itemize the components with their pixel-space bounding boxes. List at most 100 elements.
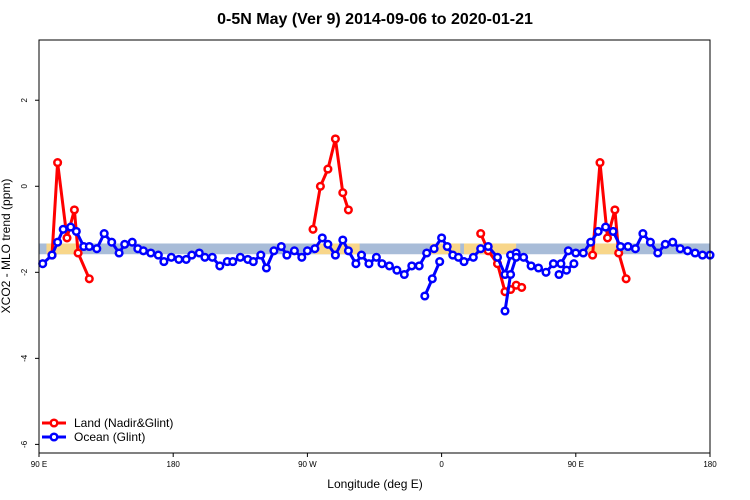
data-point bbox=[187, 250, 197, 260]
data-point bbox=[62, 233, 72, 243]
data-point bbox=[351, 259, 361, 269]
data-point bbox=[317, 233, 327, 243]
data-point bbox=[66, 222, 76, 232]
data-point bbox=[282, 250, 292, 260]
data-point bbox=[697, 250, 708, 260]
data-point bbox=[453, 252, 463, 262]
data-point bbox=[174, 254, 184, 264]
data-point bbox=[302, 246, 312, 256]
data-point bbox=[138, 246, 148, 256]
data-point bbox=[483, 241, 493, 252]
data-point bbox=[586, 237, 596, 247]
data-point bbox=[248, 257, 258, 267]
y-tick-label: -6 bbox=[20, 440, 29, 448]
data-point bbox=[146, 248, 156, 258]
data-point bbox=[392, 265, 402, 275]
data-point bbox=[84, 241, 94, 252]
series-layer bbox=[38, 134, 715, 316]
data-point bbox=[343, 205, 353, 215]
data-point bbox=[668, 237, 678, 247]
data-point bbox=[228, 257, 238, 267]
data-point bbox=[207, 252, 217, 262]
data-point bbox=[506, 269, 516, 280]
data-point bbox=[422, 248, 432, 258]
data-point bbox=[638, 229, 648, 239]
data-point bbox=[84, 274, 94, 284]
band-1 bbox=[46, 243, 81, 255]
y-tick-label: -2 bbox=[20, 268, 29, 276]
data-point bbox=[69, 205, 79, 215]
data-point bbox=[593, 226, 603, 236]
data-point bbox=[308, 224, 318, 234]
data-point bbox=[338, 188, 348, 198]
y-axis: 2 0 -2 -4 -6 bbox=[20, 97, 39, 448]
data-point bbox=[330, 134, 340, 144]
data-point bbox=[435, 257, 445, 267]
data-point bbox=[71, 226, 81, 236]
data-point bbox=[621, 274, 631, 284]
data-point bbox=[330, 250, 340, 260]
data-point bbox=[53, 158, 63, 168]
data-point bbox=[420, 291, 430, 301]
data-point bbox=[377, 259, 387, 269]
data-point bbox=[364, 259, 374, 269]
data-point bbox=[38, 259, 48, 269]
data-point bbox=[235, 252, 245, 262]
y-tick-label: 0 bbox=[20, 183, 29, 188]
data-point bbox=[437, 233, 447, 243]
data-point bbox=[53, 237, 63, 247]
data-point bbox=[120, 239, 130, 249]
data-point bbox=[429, 244, 439, 254]
data-point bbox=[602, 233, 613, 243]
chart-title: 0-5N May (Ver 9) 2014-09-06 to 2020-01-2… bbox=[217, 11, 533, 28]
x-tick-label: 180 bbox=[167, 460, 181, 469]
data-point bbox=[517, 282, 527, 292]
data-point bbox=[323, 239, 333, 249]
x-tick-label: 90 W bbox=[298, 460, 317, 469]
data-point bbox=[194, 248, 204, 258]
legend-swatch-point bbox=[49, 432, 59, 442]
data-point bbox=[58, 224, 68, 234]
data-point bbox=[289, 246, 299, 256]
y-tick-label: 2 bbox=[20, 97, 29, 102]
x-tick-label: 90 E bbox=[568, 460, 584, 469]
data-point bbox=[343, 246, 353, 256]
data-point bbox=[73, 248, 83, 258]
data-point bbox=[276, 241, 286, 252]
data-point bbox=[610, 205, 620, 215]
y-axis-label: XCO2 - MLO trend (ppm) bbox=[0, 179, 13, 314]
data-point bbox=[269, 246, 279, 256]
data-point bbox=[608, 226, 618, 236]
data-point bbox=[356, 250, 367, 260]
data-point bbox=[414, 261, 424, 271]
data-point bbox=[588, 250, 598, 260]
data-point bbox=[310, 244, 320, 254]
data-point bbox=[256, 250, 266, 260]
data-point bbox=[533, 263, 544, 273]
data-point bbox=[181, 254, 191, 264]
data-point bbox=[371, 252, 381, 262]
band-5 bbox=[586, 243, 621, 255]
x-axis: 90 E 180 90 W 0 90 E 180 bbox=[31, 453, 717, 469]
data-point bbox=[407, 261, 417, 271]
data-point bbox=[571, 248, 581, 258]
data-point bbox=[630, 244, 640, 254]
data-point bbox=[427, 274, 437, 284]
legend-label: Ocean (Glint) bbox=[74, 430, 145, 444]
data-point bbox=[384, 261, 394, 271]
data-point bbox=[595, 158, 605, 168]
data-point bbox=[645, 237, 655, 247]
data-point bbox=[99, 229, 109, 239]
data-point bbox=[526, 261, 536, 271]
data-point bbox=[297, 252, 307, 262]
data-point bbox=[511, 252, 521, 262]
data-point bbox=[623, 241, 633, 252]
data-point bbox=[261, 263, 271, 273]
series-ocean bbox=[38, 222, 715, 316]
data-point bbox=[653, 248, 663, 258]
series-line bbox=[50, 161, 91, 280]
data-point bbox=[548, 259, 558, 269]
data-point bbox=[215, 261, 225, 271]
data-point bbox=[554, 269, 564, 280]
